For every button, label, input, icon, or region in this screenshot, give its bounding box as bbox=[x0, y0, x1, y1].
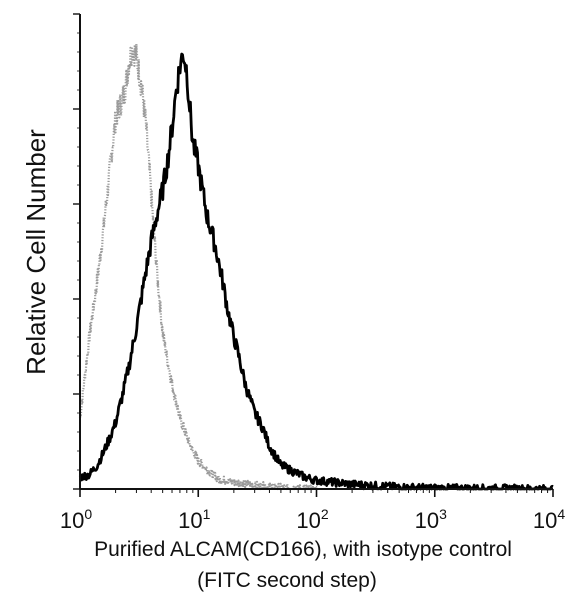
x-tick-label: 100 bbox=[60, 506, 92, 533]
x-axis-label-line2: (FITC second step) bbox=[197, 569, 377, 592]
series-2 bbox=[78, 52, 554, 491]
x-axis-label: Purified ALCAM(CD166), with isotype cont… bbox=[94, 538, 512, 561]
y-axis-label: Relative Cell Number bbox=[21, 129, 51, 375]
x-tick-label: 103 bbox=[415, 506, 447, 533]
x-tick-label: 102 bbox=[296, 506, 328, 533]
labels-layer: Relative Cell Number Purified ALCAM(CD16… bbox=[21, 129, 512, 592]
x-tick-label: 104 bbox=[533, 506, 565, 533]
series-layer bbox=[78, 42, 554, 491]
series-2-line bbox=[78, 52, 554, 491]
ticks-layer: 100 101 102 103 104 bbox=[60, 13, 565, 533]
x-tick-label: 101 bbox=[178, 506, 210, 533]
